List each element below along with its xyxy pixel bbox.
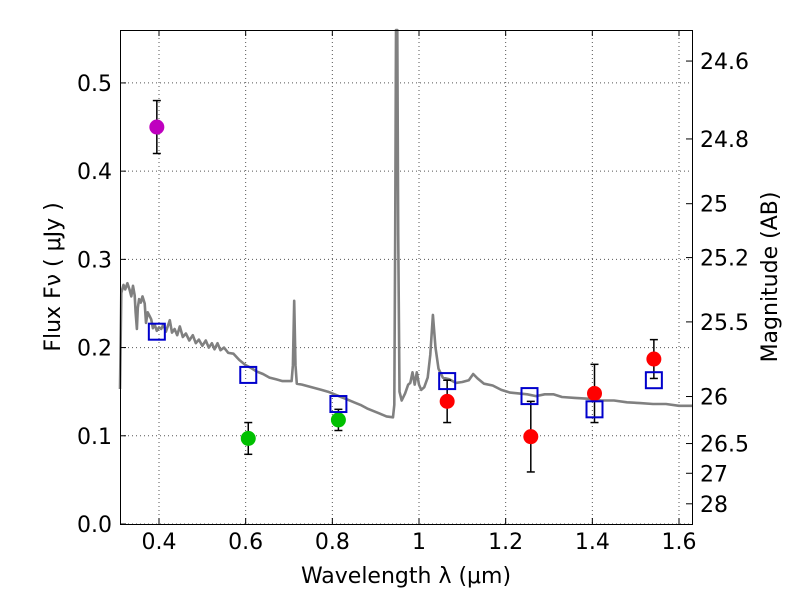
x-tick-label: 0.6 [228, 530, 263, 555]
x-tick-label: 1.4 [575, 530, 610, 555]
y2-tick-label: 25.5 [700, 311, 749, 336]
y-axis-label: Flux Fν ( μJy ) [41, 202, 66, 351]
model-square [438, 372, 457, 391]
y-tick-label: 0.5 [77, 72, 112, 97]
model-square [239, 365, 258, 384]
green-point [240, 430, 256, 446]
red-point [439, 393, 455, 409]
y2-tick-label: 26 [700, 386, 728, 411]
model-square [147, 322, 166, 341]
red-point [587, 385, 602, 401]
green-point [330, 412, 346, 428]
model-square [520, 387, 539, 406]
purple-point [149, 119, 165, 135]
y-tick-label: 0.0 [77, 513, 112, 538]
model-square [585, 400, 604, 419]
x-axis-label: Wavelength λ (μm) [301, 564, 511, 589]
red-point [523, 429, 539, 445]
y-tick-label: 0.1 [77, 425, 112, 450]
ticks: 0.4 0.6 0.8 1 1.2 1.4 1.6 0.0 0.1 0.2 0.3 0.4 0.5 24.… [77, 30, 749, 555]
y2-tick-label: 25.2 [700, 247, 749, 272]
y-tick-label: 0.3 [77, 248, 112, 273]
y2-tick-label: 27 [700, 462, 728, 487]
grid [120, 30, 692, 525]
y2-tick-label: 28 [700, 493, 728, 518]
spectrum-line [118, 28, 692, 419]
x-tick-label: 1 [412, 530, 426, 555]
x-tick-label: 1.2 [488, 530, 523, 555]
y2-axis-label: Magnitude (AB) [758, 192, 783, 363]
red-point [646, 351, 662, 367]
model-square [329, 395, 348, 414]
x-tick-label: 0.4 [142, 530, 177, 555]
markers [147, 99, 663, 473]
y2-tick-label: 26.5 [700, 433, 749, 458]
model-square [644, 371, 663, 390]
y2-tick-label: 24.8 [700, 128, 749, 153]
y2-tick-label: 25 [700, 193, 728, 218]
x-tick-label: 0.8 [315, 530, 350, 555]
y-tick-label: 0.4 [77, 160, 112, 185]
x-tick-label: 1.6 [662, 530, 697, 555]
y2-tick-label: 24.6 [700, 50, 749, 75]
plot-frame [120, 30, 693, 525]
y-tick-label: 0.2 [77, 337, 112, 362]
